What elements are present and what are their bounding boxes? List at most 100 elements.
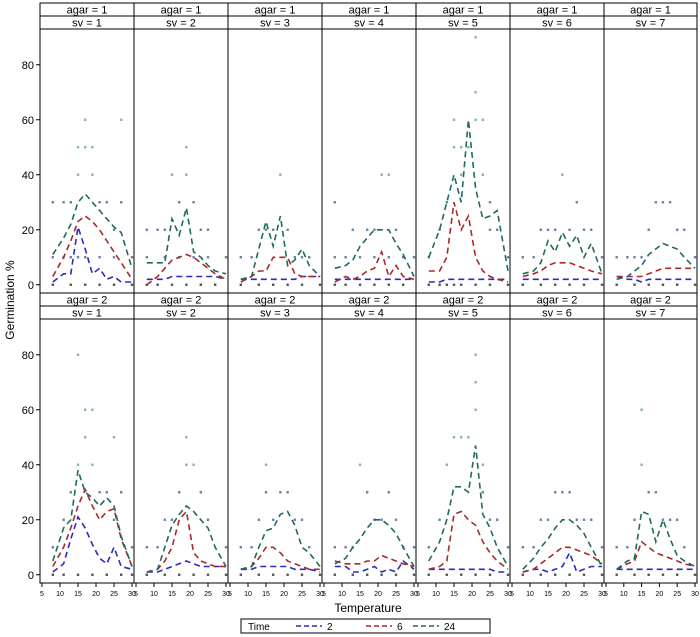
data-point xyxy=(402,256,405,259)
data-point xyxy=(69,256,72,259)
data-point xyxy=(76,146,80,149)
data-point xyxy=(98,491,101,494)
data-point xyxy=(105,201,108,204)
data-point xyxy=(98,201,101,204)
data-point xyxy=(575,201,578,204)
strip-sv-label: sv = 3 xyxy=(260,308,290,320)
data-point xyxy=(561,173,564,176)
data-point xyxy=(661,201,665,204)
data-point xyxy=(91,463,94,466)
data-point xyxy=(163,573,166,576)
data-point xyxy=(192,256,195,259)
data-point xyxy=(91,408,94,411)
data-point xyxy=(76,573,80,576)
data-point xyxy=(76,463,80,466)
data-point xyxy=(300,256,304,259)
x-tick-label: 30 xyxy=(410,591,418,598)
panel-frame xyxy=(133,28,229,294)
data-point xyxy=(300,518,304,521)
series-line-24 xyxy=(334,229,415,277)
data-point xyxy=(380,573,383,576)
x-tick-label: 20 xyxy=(562,591,570,598)
data-point xyxy=(654,201,658,204)
panel-frame xyxy=(227,318,323,584)
data-point xyxy=(521,283,524,286)
series-line-24 xyxy=(240,510,321,571)
data-point xyxy=(308,256,311,259)
data-point xyxy=(199,283,202,286)
data-point xyxy=(51,546,54,549)
data-point xyxy=(98,283,101,286)
data-point xyxy=(387,256,390,259)
data-point xyxy=(62,573,65,576)
data-point xyxy=(582,518,586,521)
data-point xyxy=(521,573,524,576)
data-point xyxy=(474,91,477,94)
x-tick-label: 30 xyxy=(691,591,699,598)
series-line-2 xyxy=(428,278,508,283)
data-point xyxy=(170,173,174,176)
strip-agar-label: agar = 1 xyxy=(537,5,578,17)
data-point xyxy=(351,228,354,231)
data-point xyxy=(438,283,441,286)
data-point xyxy=(272,283,275,286)
legend-label: 24 xyxy=(444,622,456,633)
data-point xyxy=(51,573,54,576)
data-point xyxy=(615,546,618,549)
legend-label: 6 xyxy=(397,622,403,633)
data-point xyxy=(647,228,650,231)
data-point xyxy=(693,283,697,286)
data-point xyxy=(590,518,593,521)
strip-sv-label: sv = 6 xyxy=(542,18,572,30)
data-point xyxy=(84,256,87,259)
data-point xyxy=(257,283,260,286)
data-point xyxy=(224,546,228,549)
data-point xyxy=(676,518,679,521)
data-point xyxy=(344,256,347,259)
data-point xyxy=(474,381,477,384)
strip-agar-label: agar = 2 xyxy=(161,295,202,307)
series-line-2 xyxy=(240,275,320,281)
data-point xyxy=(693,573,697,576)
data-point xyxy=(481,173,484,176)
data-point xyxy=(427,546,430,549)
strip-sv-label: sv = 1 xyxy=(72,308,102,320)
strip-agar-label: agar = 2 xyxy=(349,295,390,307)
data-point xyxy=(539,518,542,521)
data-point xyxy=(178,201,181,204)
data-point xyxy=(445,201,448,204)
y-tick-label: 80 xyxy=(22,350,34,362)
x-tick-label: 10 xyxy=(150,591,158,598)
data-point xyxy=(76,173,80,176)
data-point xyxy=(654,491,658,494)
strip-sv-label: sv = 7 xyxy=(636,308,666,320)
data-point xyxy=(185,436,188,439)
data-point xyxy=(521,256,524,259)
data-point xyxy=(250,256,253,259)
strip-agar-label: agar = 2 xyxy=(67,295,108,307)
series-line-6 xyxy=(616,540,696,571)
data-point xyxy=(683,228,686,231)
data-point xyxy=(105,573,108,576)
data-point xyxy=(474,353,477,356)
x-tick-label: 15 xyxy=(450,591,458,598)
data-point xyxy=(546,228,550,231)
data-point xyxy=(257,518,260,521)
data-point xyxy=(293,256,296,259)
data-point xyxy=(333,546,336,549)
data-point xyxy=(163,256,166,259)
data-point xyxy=(661,573,665,576)
data-point xyxy=(130,283,134,286)
x-tick-label: 30 xyxy=(128,591,136,598)
data-point xyxy=(412,256,416,259)
data-point xyxy=(185,463,188,466)
x-tick-label: 20 xyxy=(186,591,194,598)
strip-agar-label: agar = 2 xyxy=(630,295,671,307)
series-line-24 xyxy=(522,519,603,570)
data-point xyxy=(568,283,571,286)
data-point xyxy=(130,256,134,259)
series-line-2 xyxy=(522,550,602,574)
x-tick-label: 30 xyxy=(316,591,324,598)
data-point xyxy=(532,546,535,549)
